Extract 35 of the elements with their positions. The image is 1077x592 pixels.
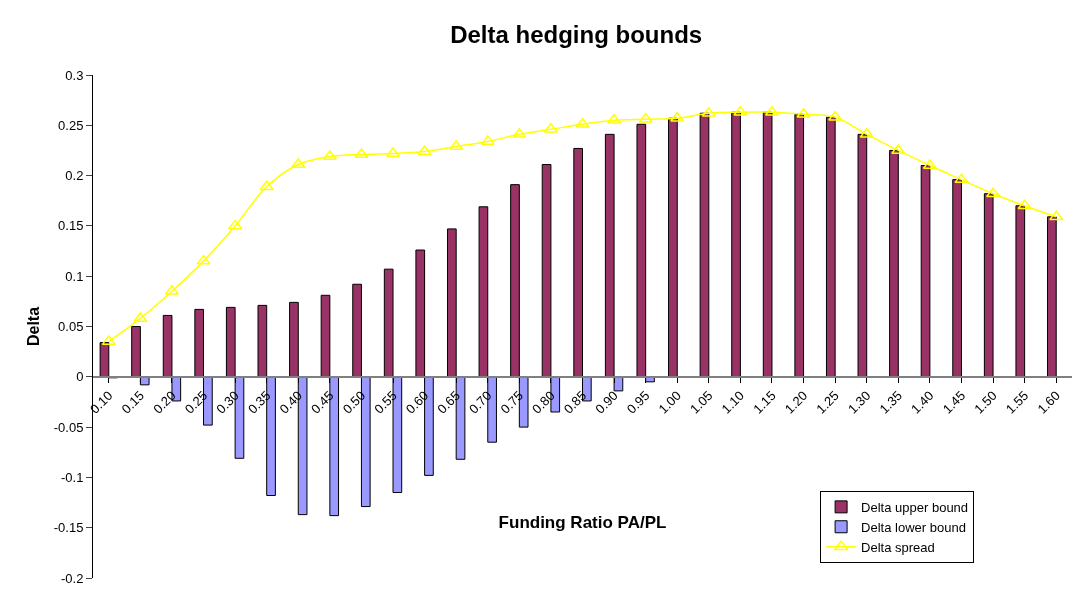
y-tick-label: 0.1: [65, 268, 84, 284]
x-tick-label: 0.20: [150, 388, 179, 417]
y-tick-label: 0.05: [58, 319, 84, 335]
x-tick-label: 0.45: [308, 388, 337, 417]
x-tick-label: 0.80: [529, 388, 558, 417]
x-tick-label: 0.90: [592, 388, 621, 417]
legend-label: Delta upper bound: [861, 499, 969, 515]
y-tick-label: 0: [76, 369, 84, 385]
legend-label: Delta spread: [861, 539, 935, 555]
y-tick-label: 0.3: [65, 67, 84, 83]
y-tick-label: -0.1: [60, 469, 84, 485]
y-tick-label: -0.15: [53, 520, 84, 536]
x-tick-label: 0.25: [181, 388, 211, 417]
y-tick-label: -0.05: [53, 419, 84, 435]
y-tick-label: 0.25: [58, 117, 84, 133]
y-tick-label: 0.15: [58, 218, 84, 234]
x-tick-label: 0.30: [213, 388, 242, 417]
x-tick-label: 0.70: [465, 388, 495, 417]
y-tick-label: 0.2: [65, 168, 84, 184]
x-tick-label: 0.55: [371, 388, 400, 417]
x-tick-label: 0.15: [118, 388, 148, 417]
x-tick-label: 0.40: [276, 388, 305, 417]
y-axis-title: Delta: [24, 306, 42, 347]
x-axis-title: Funding Ratio PA/PL: [498, 513, 667, 533]
x-tick-label: 0.95: [623, 388, 653, 417]
x-tick-label: 0.60: [402, 388, 432, 417]
x-tick-label: 0.10: [87, 388, 116, 417]
y-tick-label: -0.2: [60, 570, 84, 586]
x-tick-label: 0.65: [434, 388, 463, 417]
x-tick-label: 0.75: [497, 388, 527, 417]
legend-label: Delta lower bound: [861, 519, 966, 535]
chart-title: Delta hedging bounds: [450, 21, 703, 49]
x-tick-label: 0.50: [339, 388, 369, 417]
x-tick-label: 0.35: [244, 388, 274, 417]
x-tick-label: 0.85: [560, 388, 590, 417]
